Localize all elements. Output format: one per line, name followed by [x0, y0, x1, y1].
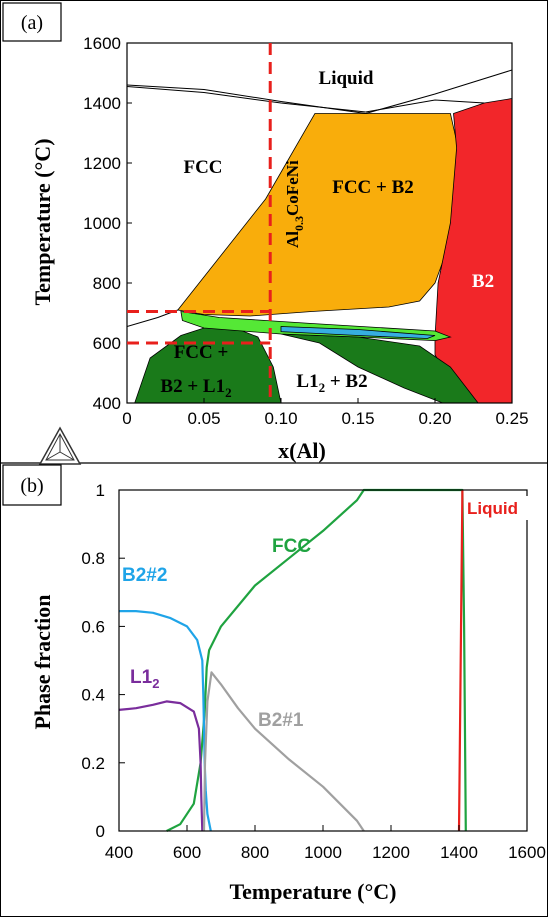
panel-a-y-tick-label: 600: [93, 334, 121, 353]
panel-a-y-tick-label: 400: [93, 394, 121, 413]
region-label-fcc: FCC: [183, 157, 222, 178]
panel-b-x-tick-label: 1200: [372, 843, 410, 862]
region-label-liquid: Liquid: [319, 68, 374, 89]
series-label-liquid: Liquid: [467, 499, 518, 518]
panel-a: (a) 0 0.05 0.10 0.15 0.20 0.25 400 600 800 1000 12…: [2, 2, 529, 465]
panel-a-x-axis-title: x(Al): [278, 438, 326, 463]
panel-b-y-tick-label: 0.4: [81, 686, 105, 705]
panel-b-x-tick-label: 400: [105, 843, 133, 862]
series-line-b2-2: [119, 609, 212, 832]
series-line-liquid: [457, 489, 464, 832]
panel-b-y-tick-label: 0: [96, 822, 105, 841]
panel-b-y-tick-label: 0.8: [81, 549, 105, 568]
panel-b-x-axis-title: Temperature (°C): [229, 879, 396, 904]
phase-boundary-solidus-left: [126, 86, 366, 113]
panel-a-y-tick-label: 1600: [83, 34, 121, 53]
panel-b-y-tick-label: 0.2: [81, 754, 105, 773]
region-label-fcc-b2-l12-line1: FCC +: [174, 342, 229, 363]
series-label-b2-2: B2#2: [122, 565, 167, 586]
panel-a-x-tick-label: 0.15: [341, 409, 374, 428]
composition-label-al03cofeni: Al0.3CoFeNi: [283, 160, 306, 248]
series-line-b2-1: [202, 671, 365, 832]
panel-a-x-tick-label: 0.20: [418, 409, 451, 428]
panel-a-label-box: [2, 2, 62, 42]
liquid-label-bg: [466, 496, 530, 520]
panel-a-y-tick-label: 1400: [83, 94, 121, 113]
panel-a-x-tick-label: 0.10: [264, 409, 297, 428]
series-label-b2-1: B2#1: [258, 710, 304, 731]
panel-b-y-tick-label: 1: [96, 481, 105, 500]
panel-b-label: (b): [20, 475, 43, 497]
region-label-fcc-b2: FCC + B2: [332, 177, 414, 198]
region-fcc-b2: [177, 113, 459, 317]
panel-a-x-tick-label: 0.05: [187, 409, 220, 428]
panel-a-x-tick-label: 0.25: [495, 409, 528, 428]
thermocalc-logo: [38, 426, 82, 465]
region-minor-blue: [280, 326, 436, 339]
region-label-l12-b2: L12 + B2: [296, 371, 367, 395]
panel-a-x-tick-label: 0: [122, 409, 131, 428]
panel-b: (b) 400 600 800 1000 1200 1400 1600 0 0.2 0.4 0.6 0…: [2, 464, 546, 904]
panel-b-x-tick-label: 1400: [440, 843, 478, 862]
panel-b-label-box: [2, 464, 62, 506]
panel-a-y-axis-title: Temperature (°C): [30, 138, 55, 305]
panel-b-x-tick-label: 1000: [304, 843, 342, 862]
panel-b-y-axis-title: Phase fraction: [30, 594, 55, 729]
panel-b-x-tick-label: 600: [173, 843, 201, 862]
series-label-fcc: FCC: [272, 536, 311, 557]
panel-a-y-tick-label: 1000: [83, 214, 121, 233]
phase-boundary-liquidus-right: [365, 69, 513, 114]
panel-b-y-tick-label: 0.6: [81, 617, 105, 636]
panel-a-y-tick-label: 1200: [83, 154, 121, 173]
region-label-fcc-b2-l12-line2: B2 + L12: [160, 376, 231, 400]
panel-a-y-tick-label: 800: [93, 274, 121, 293]
phase-boundary-solidus-right: [365, 99, 485, 113]
region-label-b2: B2: [472, 271, 494, 292]
panel-b-x-tick-label: 800: [241, 843, 269, 862]
panel-b-x-tick-label: 1600: [508, 843, 546, 862]
panel-a-label: (a): [21, 12, 43, 34]
series-label-l12: L12: [130, 667, 159, 691]
series-line-l12: [118, 700, 204, 832]
